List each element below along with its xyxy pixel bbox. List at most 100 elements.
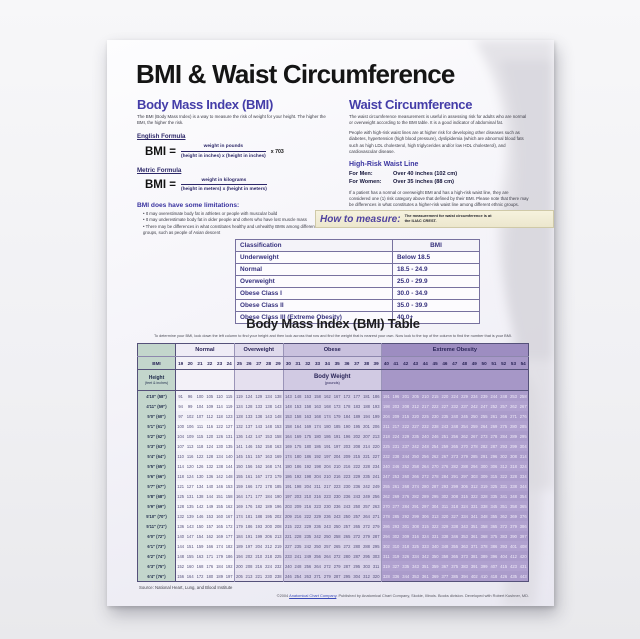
weight-cell: 250: [469, 411, 480, 421]
weight-cell: 279: [361, 531, 372, 541]
bmi-value-cell: 22: [204, 356, 215, 370]
weight-cell: 222: [351, 461, 362, 471]
weight-cell: 123: [224, 411, 235, 421]
weight-cell: 259: [469, 421, 480, 431]
bmi-table-row: 5'7" (67") 121 127 134 140 146 153 159 166 172 178…: [137, 481, 529, 491]
weight-cell: 166: [204, 541, 215, 551]
weight-cell: 234: [469, 390, 480, 401]
weight-cell: 314: [518, 451, 529, 461]
weight-cell: 369: [430, 571, 441, 582]
bmi-section-heading: Body Mass Index (BMI): [137, 97, 273, 112]
high-risk-men-label: For Men:: [349, 170, 373, 177]
weight-cell: 263: [302, 571, 313, 582]
weight-cell: 113: [185, 441, 196, 451]
weight-cell: 221: [361, 451, 372, 461]
weight-cell: 161: [244, 471, 254, 481]
weight-cell: 197: [332, 441, 343, 451]
weight-cell: 328: [479, 491, 489, 501]
weight-cell: 311: [380, 551, 392, 561]
weight-cell: 303: [469, 471, 480, 481]
weight-cell: 282: [410, 491, 421, 501]
limitations-list: It may overestimate body fat in athletes…: [137, 211, 333, 236]
weight-cell: 204: [312, 471, 323, 481]
weight-cell: 308: [449, 491, 460, 501]
weight-cell: 248: [449, 421, 460, 431]
bmi-table-row: 6'0" (72") 140 147 154 162 169 177 184 191 199 206…: [137, 531, 529, 541]
weight-cell: 306: [459, 481, 470, 491]
weight-cell: 443: [518, 571, 529, 582]
bmi-table-row: 4'11" (59") 94 99 104 109 114 119 124 128 133 138 1…: [137, 401, 529, 411]
weight-cell: 331: [498, 481, 509, 491]
weight-cell: 142: [195, 501, 205, 511]
weight-cell: 118: [214, 411, 225, 421]
weight-cell: 265: [351, 521, 362, 531]
weight-cell: 324: [420, 531, 431, 541]
weight-cell: 219: [273, 541, 284, 551]
weight-cell: 224: [263, 561, 274, 571]
height-cell: 4'11" (59"): [137, 401, 176, 411]
weight-cell: 208: [273, 521, 284, 531]
weight-cell: 157: [204, 521, 215, 531]
weight-cell: 228: [293, 531, 303, 541]
corner-cell: [137, 343, 176, 357]
weight-cell: 248: [420, 441, 431, 451]
weight-cell: 202: [244, 551, 254, 561]
weight-cell: 348: [440, 541, 450, 551]
weight-cell: 111: [195, 421, 205, 431]
weight-cell: 191: [332, 431, 343, 441]
weight-cell: 276: [400, 491, 411, 501]
weight-cell: 383: [498, 531, 509, 541]
weight-cell: 215: [430, 390, 441, 401]
weight-cell: 133: [253, 401, 264, 411]
weight-cell: 336: [391, 571, 401, 582]
bmi-value-cell: 38: [361, 356, 372, 370]
weight-cell: 379: [508, 521, 519, 531]
bmi-table-row: 5'10" (70") 132 139 146 153 160 167 174 181 188 19…: [137, 511, 529, 521]
classification-range: 25.0 - 29.9: [392, 275, 480, 288]
bmi-value-cell: 25: [233, 356, 245, 370]
weight-cell: 135: [224, 441, 235, 451]
weight-cell: 114: [175, 461, 186, 471]
weight-cell: 271: [371, 511, 382, 521]
weight-cell: 152: [175, 561, 186, 571]
weight-cell: 302: [440, 491, 450, 501]
weight-cell: 166: [244, 481, 254, 491]
weight-cell: 262: [459, 431, 470, 441]
weight-cell: 136: [175, 521, 186, 531]
weight-cell: 293: [391, 521, 401, 531]
weight-cell: 280: [508, 421, 519, 431]
weight-cell: 312: [469, 481, 480, 491]
weight-cell: 263: [371, 501, 382, 511]
weight-cell: 216: [302, 501, 313, 511]
weight-cell: 331: [469, 501, 480, 511]
metric-formula-denominator: (height in meters) x (height in meters): [181, 186, 267, 192]
weight-cell: 348: [508, 491, 519, 501]
bmi-table-row: 6'2" (74") 148 155 163 171 179 186 194 202 210 218…: [137, 551, 529, 561]
bmi-value-cell: 51: [489, 356, 499, 370]
weight-cell: 247: [380, 471, 392, 481]
weight-cell: 211: [380, 421, 392, 431]
weight-cell: 284: [440, 471, 450, 481]
weight-cell: 154: [195, 531, 205, 541]
weight-cell: 196: [273, 501, 284, 511]
category-normal: Normal: [175, 343, 235, 357]
weight-cell: 279: [371, 521, 382, 531]
weight-cell: 308: [410, 521, 421, 531]
weight-cell: 341: [469, 511, 480, 521]
english-formula: BMI = weight in pounds (height in inches…: [145, 143, 333, 159]
weight-cell: 304: [430, 501, 441, 511]
weight-cell: 141: [233, 441, 245, 451]
weight-cell: 238: [273, 571, 284, 582]
weight-cell: 222: [293, 521, 303, 531]
weight-cell: 216: [253, 561, 264, 571]
waist-para-3: If a patient has a normal or overweight …: [349, 189, 529, 208]
limitation-item: There may be differences in what constit…: [143, 224, 333, 236]
weight-cell: 153: [204, 511, 215, 521]
weight-cell: 250: [342, 511, 352, 521]
weight-cell: 358: [479, 521, 489, 531]
weight-cell: 253: [508, 390, 519, 401]
weight-cell: 276: [440, 461, 450, 471]
height-cell: 5'9" (69"): [137, 501, 176, 511]
weight-cell: 261: [489, 411, 499, 421]
weight-cell: 232: [380, 451, 392, 461]
